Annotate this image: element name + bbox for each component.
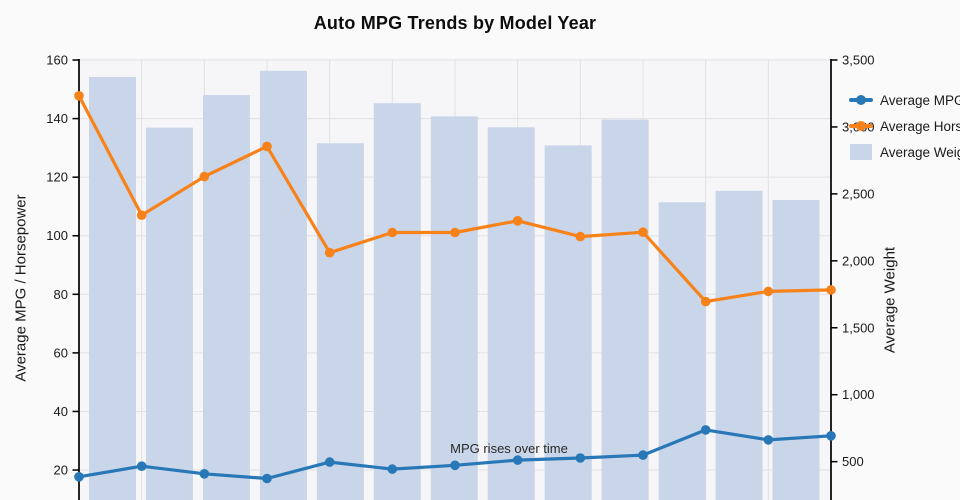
- bar-average-weight: [601, 119, 649, 500]
- average-horsepower-point: [575, 231, 586, 242]
- average-mpg-point: [450, 460, 460, 471]
- right-axis-tick-label: 2,000: [842, 253, 875, 268]
- right-axis-tick-label: 1,000: [842, 387, 875, 402]
- average-horsepower-point: [450, 227, 460, 238]
- bar-average-weight: [772, 200, 820, 500]
- average-horsepower-point: [700, 296, 711, 307]
- average-mpg-point: [700, 425, 711, 435]
- bar-average-weight: [658, 202, 706, 500]
- average-horsepower-point: [387, 227, 398, 238]
- left-axis-tick-label: 100: [46, 228, 68, 243]
- bar-average-weight: [145, 127, 193, 500]
- left-axis-tick-label: 60: [54, 345, 68, 360]
- legend-label: Average Weight: [880, 144, 960, 160]
- average-mpg-point: [387, 464, 398, 474]
- legend: Average MPG Average Horsepower Average Wei…: [849, 87, 960, 165]
- average-horsepower-point: [74, 91, 84, 101]
- legend-item: Average MPG: [849, 87, 960, 113]
- average-horsepower-point: [638, 227, 648, 237]
- average-horsepower-point: [324, 247, 335, 258]
- bar-average-weight: [487, 127, 535, 500]
- legend-item: Average Weight: [849, 139, 960, 165]
- average-mpg-point: [512, 455, 523, 465]
- average-mpg-point: [638, 450, 648, 460]
- left-axis-tick-label: 20: [54, 463, 68, 478]
- right-axis-title: Average Weight: [881, 246, 899, 354]
- bar-average-weight: [259, 70, 307, 500]
- bar-average-weight: [373, 103, 421, 500]
- average-mpg-point: [136, 461, 147, 472]
- left-axis-tick-label: 80: [54, 287, 68, 302]
- average-mpg-point: [262, 473, 272, 484]
- left-axis-tick-label: 160: [46, 53, 68, 68]
- bar-average-weight: [89, 77, 136, 500]
- left-axis-tick-label: 120: [46, 170, 68, 185]
- chart-title: Auto MPG Trends by Model Year: [313, 13, 597, 33]
- bar-average-weight: [715, 190, 763, 500]
- average-horsepower-point: [512, 216, 523, 226]
- average-mpg-point: [826, 431, 836, 441]
- left-axis-tick-label: 40: [54, 404, 68, 419]
- legend-label: Average Horsepower: [880, 118, 960, 134]
- legend-item: Average Horsepower: [849, 113, 960, 139]
- average-horsepower-point: [136, 210, 147, 220]
- average-mpg-point: [199, 469, 210, 479]
- average-mpg-point: [575, 453, 586, 463]
- left-axis-title: Average MPG / Horsepower: [12, 194, 30, 382]
- average-mpg-point: [324, 457, 335, 467]
- bar-average-weight: [430, 116, 478, 500]
- right-axis-tick-label: 3,500: [842, 53, 875, 68]
- bar-average-weight: [316, 143, 364, 500]
- right-axis-tick-label: 2,500: [842, 186, 875, 201]
- average-horsepower-point: [763, 286, 774, 297]
- legend-label: Average MPG: [880, 92, 960, 108]
- annotation: MPG rises over time: [450, 441, 568, 456]
- bar-average-weight: [544, 145, 592, 500]
- legend-bar-swatch-icon: [849, 144, 873, 160]
- right-axis-tick-label: 500: [842, 454, 864, 469]
- average-horsepower-point: [826, 285, 836, 295]
- bar-average-weight: [202, 95, 250, 500]
- left-axis-tick-label: 140: [46, 111, 68, 126]
- average-mpg-point: [763, 435, 774, 445]
- average-mpg-point: [74, 472, 84, 482]
- right-axis-tick-label: 1,500: [842, 320, 875, 335]
- average-horsepower-point: [262, 141, 272, 152]
- average-horsepower-point: [199, 171, 210, 182]
- legend-line-marker-icon: [849, 118, 873, 134]
- legend-line-marker-icon: [849, 92, 873, 108]
